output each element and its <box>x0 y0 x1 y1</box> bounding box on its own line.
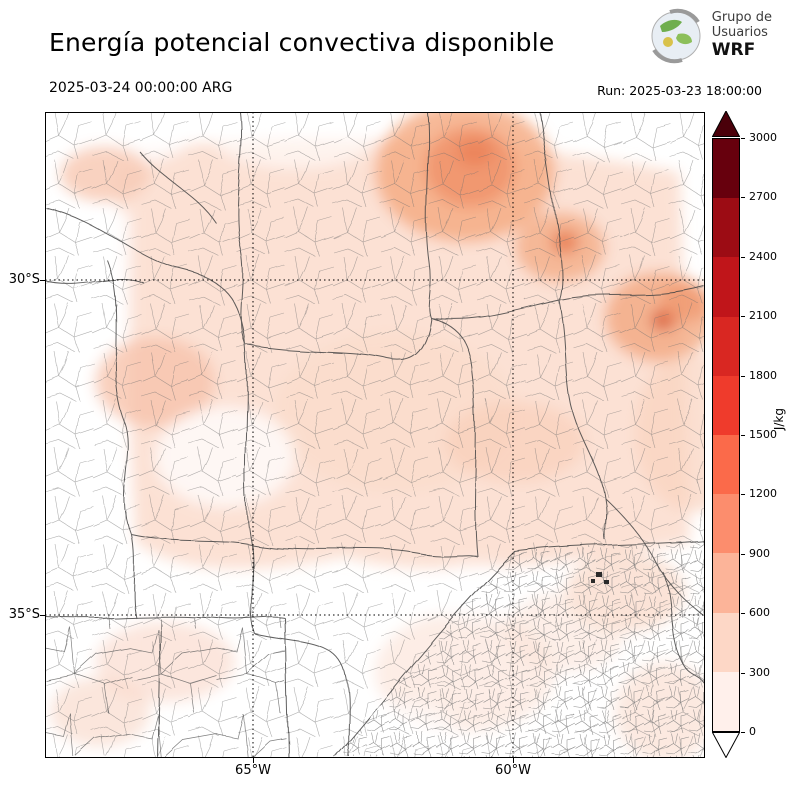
logo-line-2: Usuarios <box>711 25 768 41</box>
lon-tick-65w: 65°W <box>235 763 271 778</box>
colorbar-segment <box>713 435 739 495</box>
lon-tickmark-60w <box>513 758 514 763</box>
buenos-aires-partidos-mesh <box>335 540 705 758</box>
map-frame-border <box>45 112 705 758</box>
colorbar-segment <box>713 375 739 436</box>
colorbar-tick-label: 0 <box>749 725 756 738</box>
graticule <box>45 112 705 758</box>
city-marks <box>591 572 609 584</box>
colorbar-tick-mark <box>741 435 745 436</box>
colorbar-segment <box>713 316 739 376</box>
logo-line-3: WRF <box>711 40 756 61</box>
colorbar-under-arrow <box>712 732 740 758</box>
colorbar-segment <box>713 612 739 672</box>
colorbar-tick-mark <box>741 257 745 258</box>
colorbar-tick-label: 2700 <box>749 190 777 203</box>
colorbar-tick-mark <box>741 673 745 674</box>
colorbar-tick-mark <box>741 732 745 733</box>
wrf-logo: Grupo de Usuarios WRF <box>648 8 772 64</box>
colorbar-tick-mark <box>741 197 745 198</box>
colorbar-tick-label: 3000 <box>749 131 777 144</box>
lat-tick-30s: 30°S <box>8 272 40 287</box>
colorbar-segment <box>713 553 739 613</box>
colorbar-tick-mark <box>741 376 745 377</box>
colorbar-segment <box>713 139 739 199</box>
colorbar-segment <box>713 671 739 732</box>
colorbar-tick-label: 1500 <box>749 428 777 441</box>
colorbar-tick-mark <box>741 316 745 317</box>
colorbar-tick-label: 1800 <box>749 369 777 382</box>
lon-tickmark-65w <box>253 758 254 763</box>
colorbar-tick-mark <box>741 613 745 614</box>
colorbar-segment <box>713 494 739 554</box>
lat-tick-35s: 35°S <box>8 607 40 622</box>
run-time-label: Run: 2025-03-23 18:00:00 <box>597 83 762 98</box>
colorbar-tick-label: 2100 <box>749 309 777 322</box>
page-title: Energía potencial convectiva disponible <box>49 28 555 57</box>
valid-time-label: 2025-03-24 00:00:00 ARG <box>49 80 233 96</box>
lat-tickmark-30s <box>40 280 45 281</box>
colorbar-tick-label: 300 <box>749 666 770 679</box>
colorbar <box>712 138 740 732</box>
colorbar-tick-label: 600 <box>749 606 770 619</box>
wrf-logo-text: Grupo de Usuarios WRF <box>711 10 772 61</box>
colorbar-unit-label: J/kg <box>772 408 786 431</box>
lat-tickmark-35s <box>40 615 45 616</box>
colorbar-over-arrow <box>712 111 740 137</box>
colorbar-tick-label: 1200 <box>749 487 777 500</box>
colorbar-tick-mark <box>741 138 745 139</box>
colorbar-tick-mark <box>741 554 745 555</box>
province-boundaries-layer <box>45 112 705 758</box>
colorbar-tick-mark <box>741 494 745 495</box>
colorbar-segment <box>713 198 739 258</box>
la-pampa-mesh <box>45 617 285 758</box>
lon-tick-60w: 60°W <box>495 763 531 778</box>
colorbar-segment <box>713 257 739 317</box>
logo-line-1: Grupo de <box>711 10 772 26</box>
colorbar-tick-label: 900 <box>749 547 770 560</box>
map-canvas <box>45 112 705 758</box>
wrf-globe-icon <box>651 8 701 64</box>
colorbar-tick-label: 2400 <box>749 250 777 263</box>
